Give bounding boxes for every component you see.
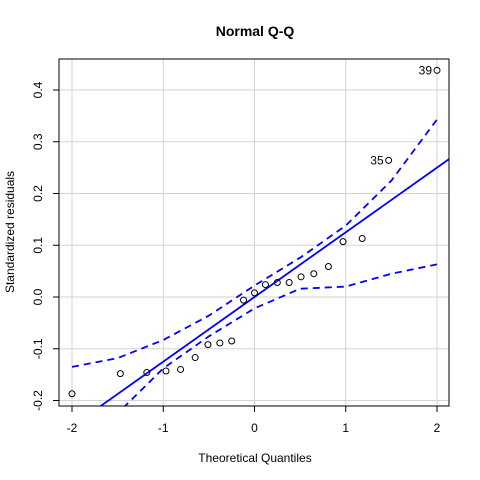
point-label-35: 35	[370, 153, 384, 167]
data-point-13	[285, 279, 293, 287]
data-point-9	[240, 296, 248, 304]
data-point-20	[433, 66, 441, 74]
reference-line	[99, 158, 449, 406]
confidence-band-upper	[71, 118, 438, 368]
chart-title: Normal Q-Q	[216, 23, 295, 39]
data-point-14	[297, 273, 305, 281]
data-point-15	[310, 270, 318, 278]
data-point-2	[143, 369, 151, 377]
x-tick-label-0: -2	[67, 421, 78, 435]
data-point-10	[251, 289, 258, 297]
data-point-12	[273, 279, 281, 287]
y-tick-label-4: 0.2	[31, 185, 45, 202]
data-point-0	[68, 390, 76, 398]
data-point-5	[191, 354, 199, 362]
data-point-18	[358, 235, 366, 243]
x-tick-label-3: 1	[342, 421, 349, 435]
y-tick-label-0: -0.2	[31, 390, 45, 411]
data-point-7	[216, 339, 224, 347]
data-point-6	[204, 341, 212, 349]
y-tick-label-2: 0.0	[31, 288, 45, 305]
y-axis-label: Standardized residuals	[3, 171, 17, 293]
y-tick-label-3: 0.1	[31, 237, 45, 254]
confidence-band-lower	[123, 263, 438, 406]
data-point-1	[116, 370, 124, 378]
y-tick-label-6: 0.4	[31, 81, 45, 98]
data-point-8	[228, 337, 236, 345]
data-point-19	[385, 156, 393, 164]
y-tick-label-5: 0.3	[31, 133, 45, 150]
x-tick-label-1: -1	[158, 421, 169, 435]
x-tick-label-2: 0	[251, 421, 258, 435]
data-point-11	[261, 281, 269, 289]
y-tick-label-1: -0.1	[31, 338, 45, 359]
x-axis-label: Theoretical Quantiles	[198, 451, 311, 465]
x-tick-label-4: 2	[434, 421, 441, 435]
plot-area	[68, 66, 449, 406]
point-label-39: 39	[419, 63, 433, 77]
data-point-3	[162, 367, 170, 375]
data-point-17	[339, 238, 347, 246]
data-point-16	[324, 262, 332, 270]
data-point-4	[177, 365, 185, 373]
